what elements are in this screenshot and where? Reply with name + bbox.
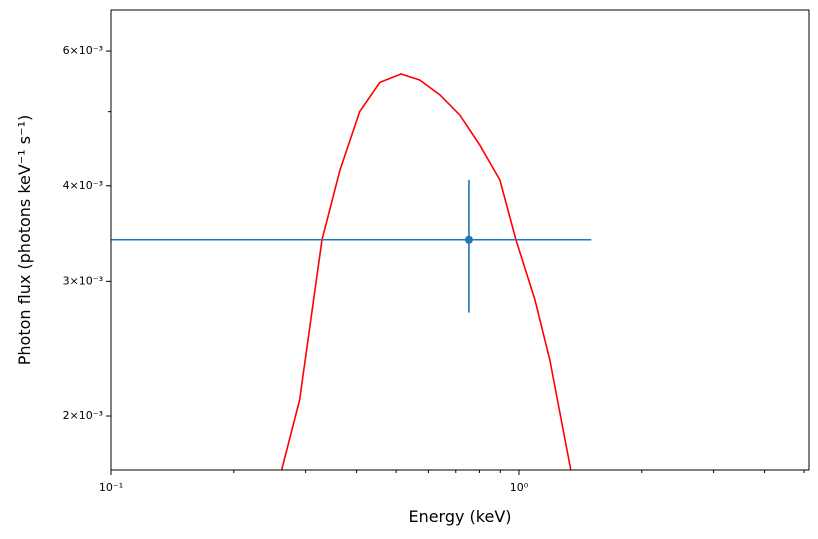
data-point <box>464 235 473 244</box>
x-tick-label: 10⁻¹ <box>99 481 123 494</box>
y-tick-label: 4×10⁻³ <box>63 179 103 192</box>
plot-area <box>111 73 592 470</box>
y-tick-label: 3×10⁻³ <box>63 274 103 287</box>
y-tick-label: 2×10⁻³ <box>63 409 103 422</box>
x-tick-label: 10⁰ <box>510 481 529 494</box>
axes-frame <box>110 9 810 471</box>
model-line <box>280 73 572 470</box>
x-axis-label: Energy (keV) <box>408 507 511 526</box>
axes: 10⁻¹ 10⁰ 2×10⁻³ 3×10⁻³ 4×10⁻³ 6×10⁻³ <box>63 44 805 494</box>
y-axis-label: Photon flux (photons keV⁻¹ s⁻¹) <box>15 115 34 365</box>
y-tick-label: 6×10⁻³ <box>63 44 103 57</box>
